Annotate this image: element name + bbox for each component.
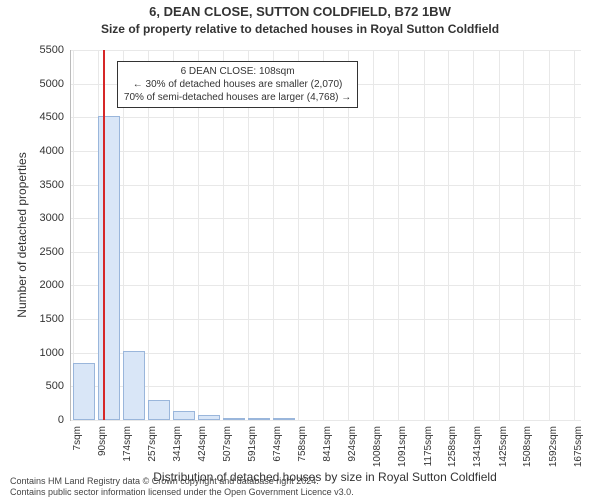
y-tick-label: 1000 [4,347,64,359]
footer-line2: Contains public sector information licen… [10,487,354,498]
x-tick-label: 841sqm [322,426,333,476]
footer-attribution: Contains HM Land Registry data © Crown c… [10,476,354,498]
histogram-bar [248,418,270,420]
y-tick-label: 500 [4,380,64,392]
x-tick-label: 674sqm [272,426,283,476]
plot-area: 6 DEAN CLOSE: 108sqm← 30% of detached ho… [70,50,581,421]
chart-title-line1: 6, DEAN CLOSE, SUTTON COLDFIELD, B72 1BW [0,4,600,19]
y-tick-label: 3500 [4,179,64,191]
gridline-v [473,50,474,420]
x-tick-label: 1508sqm [522,426,533,476]
y-tick-label: 3000 [4,212,64,224]
gridline-v [373,50,374,420]
x-tick-label: 1675sqm [573,426,584,476]
y-axis-label: Number of detached properties [15,152,29,317]
y-tick-label: 2000 [4,279,64,291]
gridline-v [499,50,500,420]
x-tick-label: 174sqm [122,426,133,476]
gridline-v [523,50,524,420]
footer-line1: Contains HM Land Registry data © Crown c… [10,476,354,487]
gridline-v [424,50,425,420]
annotation-line3: 70% of semi-detached houses are larger (… [124,91,351,104]
histogram-bar [198,415,220,420]
gridline-v [398,50,399,420]
highlight-marker-line [103,50,105,420]
y-tick-label: 2500 [4,246,64,258]
chart-title-line2: Size of property relative to detached ho… [0,22,600,36]
histogram-bar [148,400,170,420]
chart-container: 6, DEAN CLOSE, SUTTON COLDFIELD, B72 1BW… [0,0,600,500]
y-tick-label: 4000 [4,145,64,157]
histogram-bar [73,363,95,420]
x-tick-label: 1091sqm [397,426,408,476]
x-tick-label: 591sqm [247,426,258,476]
histogram-bar [223,418,245,420]
x-tick-label: 1341sqm [472,426,483,476]
y-tick-label: 5500 [4,44,64,56]
gridline-v [448,50,449,420]
gridline-v [549,50,550,420]
histogram-bar [98,116,120,420]
y-tick-label: 1500 [4,313,64,325]
y-tick-label: 0 [4,414,64,426]
x-tick-label: 1175sqm [423,426,434,476]
x-tick-label: 1592sqm [548,426,559,476]
x-tick-label: 90sqm [97,426,108,476]
histogram-bar [123,351,145,420]
x-tick-label: 1008sqm [372,426,383,476]
y-tick-label: 4500 [4,111,64,123]
annotation-line1: 6 DEAN CLOSE: 108sqm [124,65,351,78]
x-tick-label: 507sqm [222,426,233,476]
y-tick-label: 5000 [4,78,64,90]
histogram-bar [273,418,295,420]
x-tick-label: 341sqm [172,426,183,476]
y-axis-label-wrap: Number of detached properties [14,50,30,420]
annotation-box: 6 DEAN CLOSE: 108sqm← 30% of detached ho… [117,61,358,108]
x-tick-label: 257sqm [147,426,158,476]
annotation-line2: ← 30% of detached houses are smaller (2,… [124,78,351,91]
x-tick-label: 1425sqm [498,426,509,476]
x-tick-label: 424sqm [197,426,208,476]
x-tick-label: 7sqm [72,426,83,476]
x-tick-label: 1258sqm [447,426,458,476]
gridline-h [71,420,581,421]
histogram-bar [173,411,195,420]
gridline-v [574,50,575,420]
x-tick-label: 924sqm [347,426,358,476]
x-tick-label: 758sqm [297,426,308,476]
